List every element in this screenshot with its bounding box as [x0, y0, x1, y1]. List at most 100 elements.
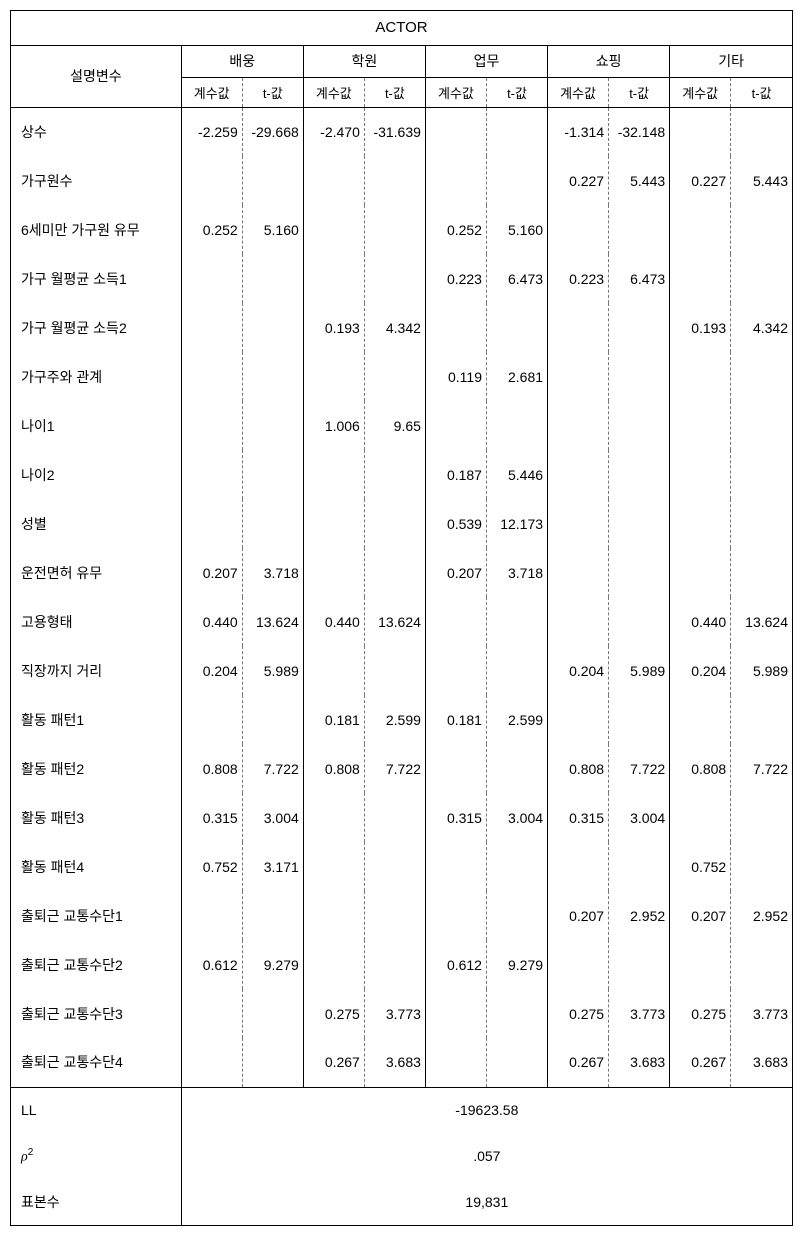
cell-coef — [303, 793, 364, 842]
cell-coef — [670, 107, 731, 156]
row-variable: 가구원수 — [11, 156, 181, 205]
cell-tvalue — [609, 401, 670, 450]
cell-coef — [181, 499, 242, 548]
cell-tvalue — [731, 793, 792, 842]
col-group-1: 학원 — [303, 45, 425, 77]
row-variable: 출퇴근 교통수단3 — [11, 989, 181, 1038]
cell-coef — [303, 352, 364, 401]
cell-coef — [181, 401, 242, 450]
table-row: 가구 월평균 소득20.1934.3420.1934.342 — [11, 303, 792, 352]
cell-tvalue: 5.443 — [609, 156, 670, 205]
cell-tvalue: 9.65 — [364, 401, 425, 450]
col-group-3: 쇼핑 — [548, 45, 670, 77]
cell-coef: 0.315 — [181, 793, 242, 842]
cell-tvalue — [364, 205, 425, 254]
sub-t-2: t-값 — [486, 77, 547, 107]
cell-tvalue — [731, 842, 792, 891]
cell-coef: 0.315 — [425, 793, 486, 842]
cell-tvalue — [731, 450, 792, 499]
cell-tvalue: 3.773 — [364, 989, 425, 1038]
cell-coef — [181, 303, 242, 352]
cell-tvalue: 13.624 — [242, 597, 303, 646]
cell-coef: 0.181 — [425, 695, 486, 744]
cell-tvalue: 5.989 — [731, 646, 792, 695]
cell-tvalue: 3.718 — [242, 548, 303, 597]
cell-coef — [670, 793, 731, 842]
cell-tvalue: 7.722 — [609, 744, 670, 793]
table-body: 상수-2.259-29.668-2.470-31.639-1.314-32.14… — [11, 107, 792, 1087]
cell-tvalue — [364, 352, 425, 401]
cell-tvalue: 6.473 — [609, 254, 670, 303]
cell-coef — [425, 401, 486, 450]
cell-tvalue — [364, 450, 425, 499]
cell-coef — [425, 744, 486, 793]
cell-tvalue — [364, 548, 425, 597]
table-row: 활동 패턴40.7523.1710.752 — [11, 842, 792, 891]
summary-ll-value: -19623.58 — [181, 1087, 792, 1133]
cell-coef: 0.808 — [548, 744, 609, 793]
cell-coef — [548, 401, 609, 450]
cell-tvalue — [242, 254, 303, 303]
cell-tvalue — [242, 1038, 303, 1087]
cell-tvalue — [731, 940, 792, 989]
cell-tvalue: 3.773 — [731, 989, 792, 1038]
cell-tvalue: 4.342 — [364, 303, 425, 352]
table-row: 출퇴근 교통수단40.2673.6830.2673.6830.2673.683 — [11, 1038, 792, 1087]
cell-tvalue — [242, 352, 303, 401]
cell-coef — [181, 891, 242, 940]
cell-tvalue — [609, 548, 670, 597]
row-variable: 활동 패턴1 — [11, 695, 181, 744]
cell-coef: 0.193 — [670, 303, 731, 352]
cell-tvalue — [731, 548, 792, 597]
actor-table: ACTOR 설명변수 배웅 학원 업무 쇼핑 기타 계수값 t-값 계수값 t-… — [10, 10, 793, 1226]
cell-tvalue — [242, 499, 303, 548]
cell-tvalue: 3.004 — [609, 793, 670, 842]
table-row: 가구 월평균 소득10.2236.4730.2236.473 — [11, 254, 792, 303]
cell-tvalue: 2.599 — [486, 695, 547, 744]
cell-tvalue: 3.004 — [486, 793, 547, 842]
cell-coef — [670, 401, 731, 450]
cell-coef — [425, 597, 486, 646]
cell-tvalue — [486, 303, 547, 352]
cell-coef — [303, 646, 364, 695]
cell-tvalue — [609, 499, 670, 548]
cell-tvalue — [609, 450, 670, 499]
cell-tvalue: 9.279 — [486, 940, 547, 989]
cell-tvalue — [364, 891, 425, 940]
cell-coef: 0.440 — [181, 597, 242, 646]
row-variable: 6세미만 가구원 유무 — [11, 205, 181, 254]
cell-tvalue — [486, 401, 547, 450]
cell-coef — [548, 695, 609, 744]
row-variable: 가구 월평균 소득2 — [11, 303, 181, 352]
cell-coef: 0.275 — [548, 989, 609, 1038]
cell-tvalue — [364, 499, 425, 548]
cell-coef — [548, 842, 609, 891]
table-row: 활동 패턴30.3153.0040.3153.0040.3153.004 — [11, 793, 792, 842]
cell-tvalue — [486, 989, 547, 1038]
table-row: 나이11.0069.65 — [11, 401, 792, 450]
col-group-4: 기타 — [670, 45, 792, 77]
sub-coef-3: 계수값 — [548, 77, 609, 107]
cell-tvalue — [486, 891, 547, 940]
cell-coef — [670, 499, 731, 548]
cell-tvalue: 2.952 — [731, 891, 792, 940]
cell-tvalue: 3.718 — [486, 548, 547, 597]
summary-n-value: 19,831 — [181, 1179, 792, 1225]
col-group-2: 업무 — [425, 45, 547, 77]
cell-tvalue: 2.681 — [486, 352, 547, 401]
cell-tvalue: 5.446 — [486, 450, 547, 499]
cell-coef: 0.275 — [670, 989, 731, 1038]
cell-coef — [548, 303, 609, 352]
cell-coef — [181, 695, 242, 744]
cell-coef — [425, 303, 486, 352]
cell-coef: 0.223 — [425, 254, 486, 303]
cell-coef — [548, 352, 609, 401]
cell-tvalue: 7.722 — [731, 744, 792, 793]
table-row: 출퇴근 교통수단30.2753.7730.2753.7730.2753.773 — [11, 989, 792, 1038]
cell-coef — [425, 1038, 486, 1087]
cell-tvalue: 3.683 — [731, 1038, 792, 1087]
table-row: 운전면허 유무0.2073.7180.2073.718 — [11, 548, 792, 597]
sub-coef-0: 계수값 — [181, 77, 242, 107]
cell-coef — [181, 1038, 242, 1087]
cell-tvalue — [364, 793, 425, 842]
